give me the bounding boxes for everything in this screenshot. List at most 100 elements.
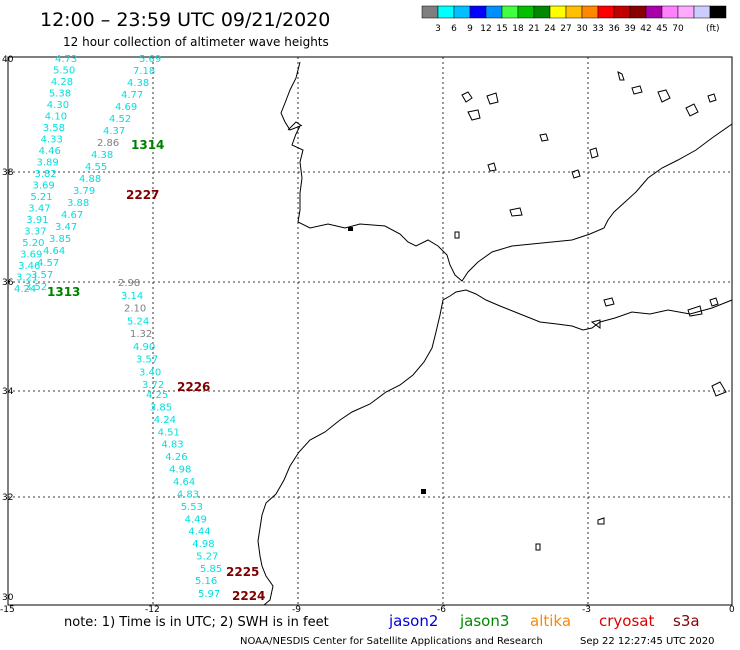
wave-height-value: 1.32 — [130, 329, 152, 340]
wave-height-value: 4.83 — [177, 489, 199, 500]
colorbar-label: 12 — [480, 24, 491, 34]
lon-label--3: -3 — [582, 605, 591, 615]
colorbar-label: 36 — [608, 24, 620, 34]
legend-jason2: jason2 — [388, 612, 438, 630]
island-1 — [461, 91, 473, 103]
altimeter-tracks: 5.697.184.384.774.694.524.372.864.384.55… — [14, 54, 222, 600]
wave-height-value: 3.85 — [150, 402, 172, 413]
wave-height-value: 2.10 — [124, 304, 146, 315]
wave-height-value: 4.24 — [14, 284, 36, 295]
wave-height-value: 5.24 — [127, 316, 149, 327]
wave-height-value: 4.10 — [45, 112, 67, 123]
island-11 — [487, 162, 497, 172]
wave-height-value: 3.52 — [25, 282, 47, 293]
island-6 — [657, 89, 671, 103]
wave-height-value: 3.72 — [142, 380, 164, 391]
wave-height-value: 4.30 — [47, 100, 69, 111]
wave-height-value: 3.40 — [139, 367, 161, 378]
wave-height-value: 4.38 — [91, 150, 113, 161]
legend-altika: altika — [530, 612, 571, 630]
island-dot — [421, 489, 426, 494]
coastline-lisbon-estuary — [287, 121, 303, 131]
wave-height-value: 5.69 — [139, 54, 161, 65]
wave-height-value: 3.47 — [55, 222, 77, 233]
island-17 — [709, 297, 719, 307]
island-4 — [617, 71, 625, 81]
coastline-iberia — [280, 61, 733, 282]
wave-height-value: 4.98 — [169, 465, 191, 476]
colorbar-unit: (ft) — [706, 24, 720, 34]
wave-height-value: 4.46 — [39, 146, 61, 157]
wave-height-value: 4.37 — [103, 126, 125, 137]
wave-height-value: 4.64 — [173, 477, 195, 488]
colorbar-swatch — [485, 5, 503, 19]
colorbar-swatch — [549, 5, 567, 19]
legend-cryosat: cryosat — [599, 612, 654, 630]
lat-lon-grid — [8, 57, 732, 605]
colorbar-swatch — [581, 5, 599, 19]
wave-height-value: 4.57 — [37, 258, 59, 269]
pass-label-1313: 1313 — [47, 285, 80, 299]
footer-credit: NOAA/NESDIS Center for Satellite Applica… — [240, 636, 543, 647]
wave-height-value: 3.85 — [49, 234, 71, 245]
colorbar-label: 18 — [512, 24, 524, 34]
colorbar-label: 27 — [560, 24, 571, 34]
island-19 — [711, 381, 727, 397]
wave-height-value: 4.38 — [127, 78, 149, 89]
wave-height-value: 5.53 — [181, 502, 203, 513]
colorbar-swatch — [693, 5, 711, 19]
wave-height-value: 3.89 — [37, 158, 59, 169]
island-15 — [603, 297, 615, 307]
colorbar-label: 9 — [467, 24, 473, 34]
wave-height-value: 4.52 — [109, 114, 131, 125]
footer-timestamp: Sep 22 12:27:45 UTC 2020 — [580, 636, 714, 647]
wave-height-value: 3.82 — [35, 169, 57, 180]
colorbar-swatch — [421, 5, 439, 19]
lat-label-36: 36 — [2, 278, 14, 288]
colorbar-swatch — [469, 5, 487, 19]
wave-height-value: 3.57 — [31, 270, 53, 281]
colorbar-label: 3 — [435, 24, 441, 34]
wave-height-value: 3.21 — [16, 273, 38, 284]
wave-height-value: 7.18 — [133, 66, 155, 77]
pass-label-2225: 2225 — [226, 565, 259, 579]
wave-height-value: 5.38 — [49, 89, 71, 100]
island-21 — [535, 543, 541, 551]
island-12 — [571, 169, 581, 179]
colorbar-swatch — [517, 5, 535, 19]
lon-label--15: -15 — [0, 605, 15, 615]
wave-height-value: 4.28 — [51, 77, 73, 88]
wave-height-value: 4.83 — [161, 440, 183, 451]
colorbar-swatch — [661, 5, 679, 19]
colorbar-swatch — [533, 5, 551, 19]
wave-height-value: 4.77 — [121, 90, 143, 101]
wave-height-value: 3.88 — [67, 198, 89, 209]
island-2 — [486, 92, 499, 105]
colorbar-swatch — [565, 5, 583, 19]
island-9 — [539, 133, 549, 142]
wave-height-value: 5.50 — [53, 66, 75, 77]
colorbar-label: 21 — [528, 24, 539, 34]
wave-height-value: 4.73 — [55, 54, 77, 65]
colorbar-swatch — [709, 5, 727, 19]
wave-height-value: 4.51 — [158, 427, 180, 438]
map-frame — [7, 56, 733, 606]
pass-label-2227: 2227 — [126, 188, 159, 202]
lagoon-dot — [348, 227, 353, 231]
wave-height-value: 3.14 — [121, 291, 143, 302]
colorbar-swatch — [645, 5, 663, 19]
wave-height-value: 2.98 — [118, 278, 140, 289]
wave-height-value: 3.91 — [26, 215, 48, 226]
axis-labels: 40 38 36 34 32 30 -15 -12 -9 -6 -3 0 — [0, 55, 735, 615]
wave-height-value: 2.86 — [97, 138, 119, 149]
wave-height-value: 5.97 — [198, 589, 220, 600]
island-13 — [509, 207, 523, 217]
wave-height-value: 4.55 — [85, 162, 107, 173]
island-5 — [631, 85, 643, 95]
wave-height-value: 5.85 — [200, 564, 222, 575]
island-20 — [597, 517, 605, 525]
island-8 — [707, 93, 717, 103]
wave-height-colorbar: 3 6 9 12 15 18 21 24 27 30 33 36 39 42 45 70 — [421, 5, 727, 34]
pass-label-1314: 1314 — [131, 138, 164, 152]
